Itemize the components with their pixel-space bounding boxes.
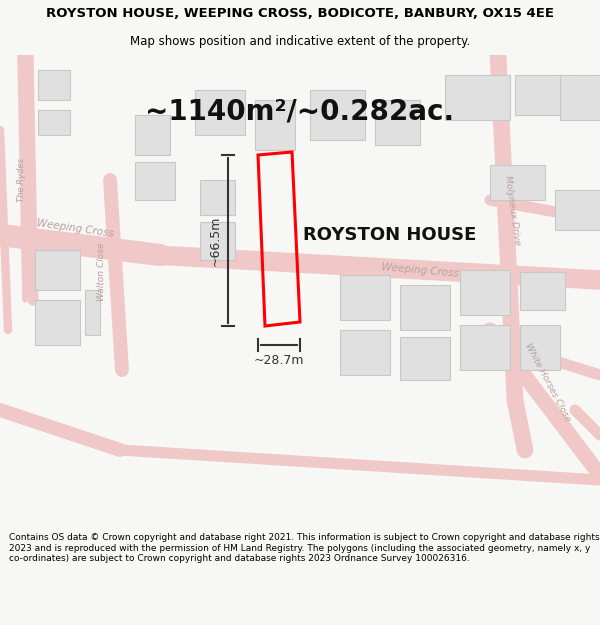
Polygon shape xyxy=(310,90,365,140)
Polygon shape xyxy=(200,180,235,215)
Polygon shape xyxy=(375,100,420,145)
Text: Map shows position and indicative extent of the property.: Map shows position and indicative extent… xyxy=(130,35,470,48)
Polygon shape xyxy=(195,90,245,135)
Polygon shape xyxy=(38,70,70,100)
Polygon shape xyxy=(400,337,450,380)
Polygon shape xyxy=(445,75,510,120)
Text: Walton Close: Walton Close xyxy=(97,242,107,301)
Polygon shape xyxy=(85,290,100,335)
Text: ~1140m²/~0.282ac.: ~1140m²/~0.282ac. xyxy=(145,98,455,126)
Polygon shape xyxy=(255,100,295,150)
Text: ROYSTON HOUSE: ROYSTON HOUSE xyxy=(304,226,476,244)
Polygon shape xyxy=(35,300,80,345)
Text: White Horses Close: White Horses Close xyxy=(524,341,572,422)
Text: Molyneux Drive: Molyneux Drive xyxy=(503,174,521,246)
Polygon shape xyxy=(490,165,545,200)
Text: ~66.5m: ~66.5m xyxy=(209,215,221,266)
Polygon shape xyxy=(555,190,600,230)
Text: Contains OS data © Crown copyright and database right 2021. This information is : Contains OS data © Crown copyright and d… xyxy=(9,533,599,563)
Polygon shape xyxy=(515,75,570,115)
Polygon shape xyxy=(200,222,235,260)
Polygon shape xyxy=(35,250,80,290)
Polygon shape xyxy=(520,325,560,370)
Polygon shape xyxy=(340,275,390,320)
Polygon shape xyxy=(400,285,450,330)
Polygon shape xyxy=(460,270,510,315)
Polygon shape xyxy=(135,115,170,155)
Polygon shape xyxy=(520,272,565,310)
Text: Weeping Cross: Weeping Cross xyxy=(381,262,459,278)
Polygon shape xyxy=(135,162,175,200)
Text: ROYSTON HOUSE, WEEPING CROSS, BODICOTE, BANBURY, OX15 4EE: ROYSTON HOUSE, WEEPING CROSS, BODICOTE, … xyxy=(46,8,554,20)
Polygon shape xyxy=(340,330,390,375)
Polygon shape xyxy=(38,110,70,135)
Polygon shape xyxy=(460,325,510,370)
Text: ~28.7m: ~28.7m xyxy=(254,354,304,367)
Polygon shape xyxy=(560,75,600,120)
Text: Weeping Cross: Weeping Cross xyxy=(36,217,114,238)
Text: The Rydes: The Rydes xyxy=(17,158,26,202)
